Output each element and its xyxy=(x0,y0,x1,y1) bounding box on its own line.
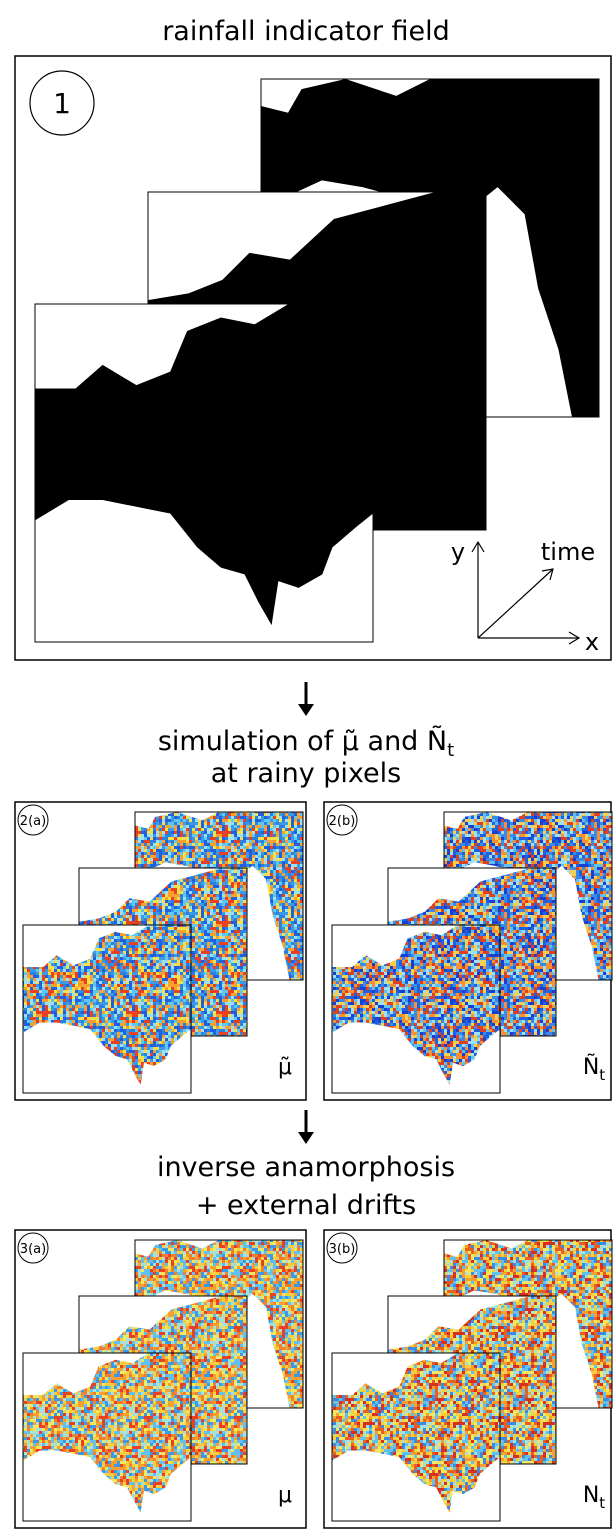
panel: 2(a) μ̃ xyxy=(15,802,306,1100)
heading-subscript: t xyxy=(447,740,454,761)
panel-variable: μ̃ xyxy=(278,1055,292,1080)
variable: μ̃ xyxy=(278,1055,292,1080)
title: rainfall indicator field xyxy=(162,16,450,47)
panel-variable: Ñt xyxy=(583,1053,605,1084)
axis-time-label: time xyxy=(541,538,595,566)
page: {"title":"rainfall indicator field", "pa… xyxy=(0,0,613,1535)
panel-1-label: 1 xyxy=(53,87,71,120)
variable: Ñ xyxy=(583,1053,599,1080)
variable-subscript: t xyxy=(599,1494,605,1512)
panel-label: 3(a) xyxy=(20,1242,46,1257)
arrow-down xyxy=(298,1110,314,1144)
panel: 3(a) μ xyxy=(15,1230,306,1528)
panel-label: 2(b) xyxy=(329,814,356,829)
step-3-heading: inverse anamorphosis xyxy=(157,1152,455,1183)
axis-y-label: y xyxy=(451,538,465,566)
arrow-down xyxy=(298,682,314,716)
panel-label: 3(b) xyxy=(329,1242,356,1257)
panel-variable: Nt xyxy=(583,1483,605,1512)
panel: 2(b) Ñt xyxy=(324,802,612,1100)
panel: 3(b) Nt xyxy=(324,1230,612,1528)
step-3-heading-line2: + external drifts xyxy=(196,1190,416,1221)
variable-subscript: t xyxy=(599,1066,605,1084)
variable: N xyxy=(583,1483,599,1508)
panel-label: 2(a) xyxy=(20,814,46,829)
panel-variable: μ xyxy=(278,1483,292,1508)
heading-text: simulation of μ̃ and Ñ xyxy=(158,725,447,757)
step-2-heading-line2: at rainy pixels xyxy=(211,758,402,789)
axis-x-label: x xyxy=(585,628,599,656)
variable: μ xyxy=(278,1483,292,1508)
diagram: rainfall indicator field 1 y time x simu… xyxy=(0,0,613,1535)
panel-1-frames xyxy=(35,79,599,642)
step-2-heading: simulation of μ̃ and Ñt xyxy=(158,725,454,761)
